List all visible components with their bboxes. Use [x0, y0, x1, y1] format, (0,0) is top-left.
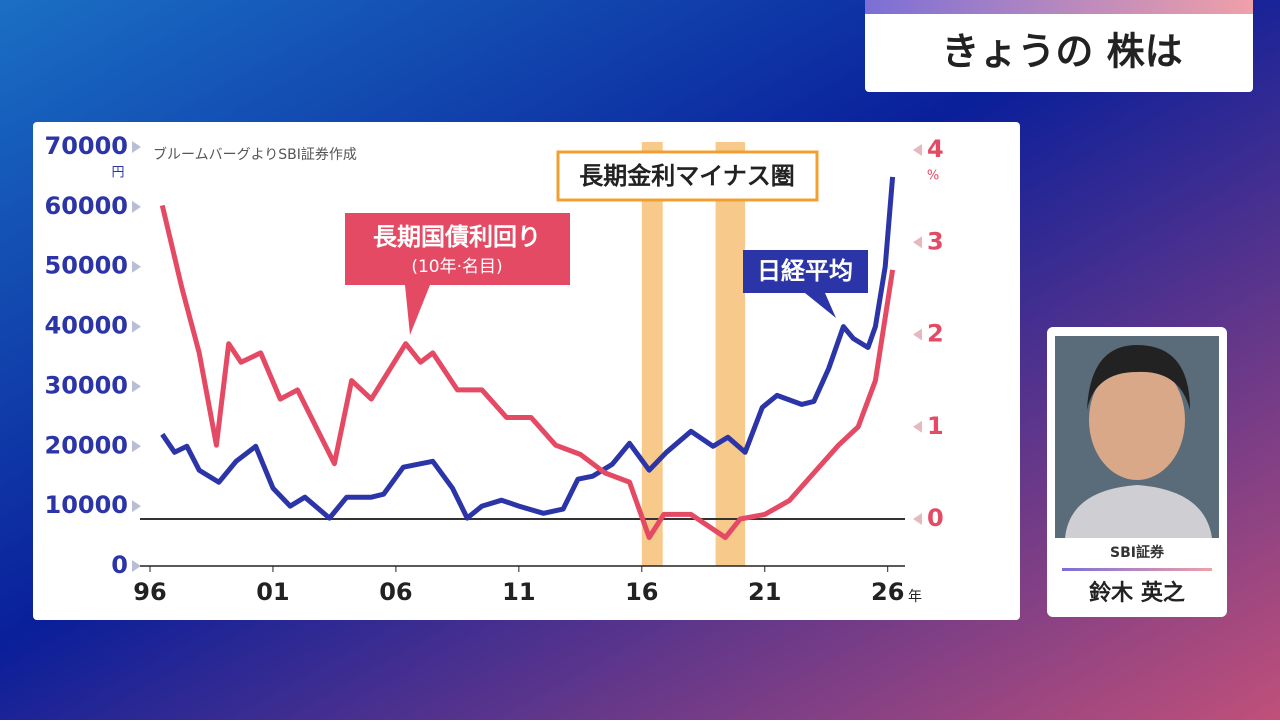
- guest-hair: [1087, 345, 1190, 410]
- y2-tick-label: 2: [927, 320, 944, 348]
- y-tick-label: 20000: [45, 431, 129, 459]
- y-tick-label: 60000: [45, 192, 129, 220]
- y-tick-label: 70000: [45, 132, 129, 160]
- y2-unit: %: [927, 169, 939, 184]
- chart: 長期金利マイナス圏 0 10000 20000 30000 40000 50000 60000…: [45, 132, 944, 606]
- y2-tick-label: 4: [927, 135, 944, 163]
- source: ブルームバーグよりSBI証券作成: [153, 146, 357, 163]
- y-tick-mark: [132, 260, 141, 273]
- callout-yield-sub: (10年·名目): [411, 257, 502, 277]
- negative-rate-band: [641, 142, 663, 566]
- y2-tick-mark: [913, 420, 922, 433]
- y2-tick-label: 3: [927, 227, 944, 255]
- guest-body: [1065, 485, 1212, 538]
- x-unit: 年: [908, 589, 922, 605]
- y-tick-mark: [132, 440, 141, 453]
- x-tick-label: 06: [379, 578, 412, 606]
- y-tick-label: 40000: [45, 312, 129, 340]
- y-tick-mark: [132, 141, 141, 153]
- callout-nikkei: [743, 250, 868, 318]
- callout-nikkei-name: 日経平均: [757, 257, 853, 285]
- y2-tick-mark: [913, 513, 922, 525]
- x-tick-label: 26: [871, 578, 904, 606]
- guest-face: [1089, 360, 1185, 480]
- x-tick-label: 96: [133, 578, 166, 606]
- header-box: [865, 0, 1253, 92]
- series-line: [160, 176, 896, 521]
- callout-yield-name: 長期国債利回り: [373, 223, 541, 251]
- y-tick-label: 10000: [45, 491, 129, 519]
- x-tick-label: 16: [625, 578, 658, 606]
- y-unit: 円: [111, 166, 124, 181]
- x-tick-label: 11: [502, 578, 535, 606]
- y-tick-mark: [132, 320, 141, 333]
- band-label-box: [556, 150, 819, 202]
- callout-yield: [345, 213, 570, 335]
- series-line: [159, 204, 896, 540]
- x-tick-label: 01: [256, 578, 289, 606]
- header-strip: [865, 0, 1253, 14]
- y2-tick-mark: [913, 328, 922, 341]
- y2-tick-mark: [913, 236, 922, 249]
- y-tick-label: 30000: [45, 371, 129, 399]
- y-tick-mark: [132, 500, 141, 513]
- header-title: きょうの 株は: [941, 30, 1182, 74]
- y2-tick-label: 0: [927, 504, 944, 532]
- x-tick-label: 21: [748, 578, 781, 606]
- band-label: 長期金利マイナス圏: [579, 162, 795, 190]
- y-tick-mark: [132, 560, 141, 572]
- negative-rate-band: [715, 142, 746, 566]
- y2-tick-mark: [913, 144, 922, 156]
- y-tick-mark: [132, 200, 141, 213]
- guest-divider: [1062, 568, 1212, 571]
- guest-name: 鈴木 英之: [1089, 580, 1185, 606]
- y-tick-label: 0: [111, 551, 128, 579]
- y-tick-mark: [132, 380, 141, 393]
- y2-tick-label: 1: [927, 412, 944, 440]
- guest-company: SBI証券: [1110, 544, 1165, 561]
- chart-panel: [33, 122, 1020, 620]
- y-tick-label: 50000: [45, 252, 129, 280]
